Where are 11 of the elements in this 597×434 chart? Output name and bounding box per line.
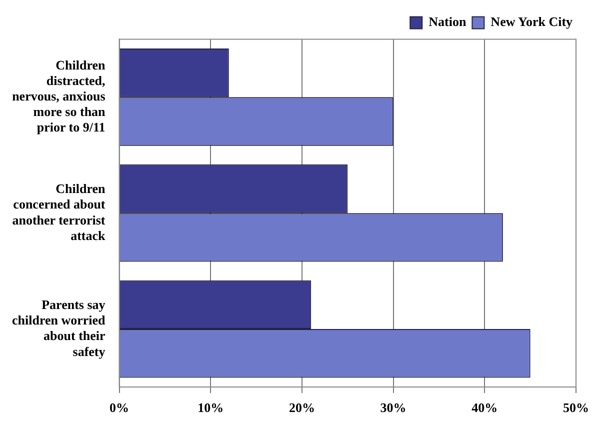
x-tick-label: 50% [563,400,589,416]
legend-label: New York City [490,14,574,30]
x-tick-label: 10% [198,400,224,416]
y-tick-label: Parents say children worried about their safety [12,296,106,359]
y-tick-label: Children distracted, nervous, anxious more so than prior to 9/11 [12,57,106,135]
y-tick-label: Children concerned about another terrorist attack [12,181,106,243]
x-tick-label: 0% [110,400,130,416]
x-tick-label: 20% [288,400,315,416]
x-tick-label: 30% [380,400,406,416]
legend-label: Nation [428,14,467,30]
x-tick-label: 40% [472,400,498,416]
